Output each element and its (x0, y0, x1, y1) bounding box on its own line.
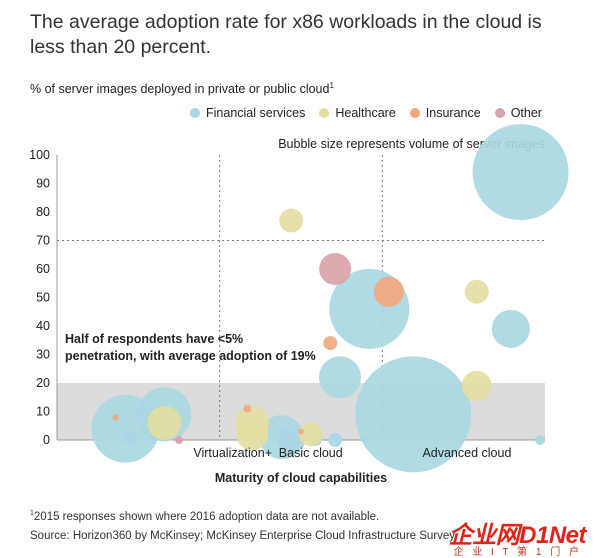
x-category-label: Basic cloud (279, 446, 343, 460)
bubble-financial-services (472, 124, 569, 221)
watermark-sub: 企 业 I T 第 1 门 户 (453, 547, 582, 558)
y-tick-label: 60 (36, 262, 50, 276)
y-tick-label: 80 (36, 205, 50, 219)
y-tick-label: 40 (36, 319, 50, 333)
legend-label: Financial services (206, 106, 306, 120)
bubble-healthcare (464, 279, 489, 304)
subtitle-text: % of server images deployed in private o… (30, 82, 330, 97)
legend-label: Other (510, 106, 542, 120)
bubble-insurance (323, 336, 338, 351)
bubble-healthcare (279, 208, 304, 233)
legend-item: Financial services (190, 106, 305, 120)
footnote-text: 2015 responses shown where 2016 adoption… (33, 510, 380, 523)
y-tick-label: 30 (36, 348, 50, 362)
legend-swatch (494, 108, 505, 118)
footnote-mark: 1 (30, 510, 34, 517)
bubble-insurance (112, 414, 119, 421)
legend-item: Other (494, 106, 542, 120)
y-tick-label: 90 (36, 177, 50, 191)
bubble-other (319, 253, 352, 285)
bubble-size-note: Bubble size represents volume of server … (278, 137, 545, 151)
legend-label: Healthcare (335, 106, 396, 120)
chart-subtitle: % of server images deployed in private o… (30, 81, 334, 96)
x-category-label: Virtualization+ (193, 446, 272, 460)
x-axis-title: Maturity of cloud capabilities (215, 471, 387, 485)
bubble-healthcare (147, 405, 182, 440)
legend-swatch (319, 108, 330, 118)
annotation-line-2: penetration, with average adoption of 19… (65, 349, 316, 363)
annotation-line-1: Half of respondents have <5% (65, 332, 243, 346)
bubble-financial-services (355, 356, 472, 473)
chart-title: The average adoption rate for x86 worklo… (30, 11, 542, 58)
bubble-insurance (298, 428, 304, 435)
bubble-healthcare (298, 422, 323, 447)
y-tick-label: 100 (29, 148, 50, 162)
bubble-financial-services (277, 426, 306, 454)
legend-item: Healthcare (319, 106, 396, 120)
bubble-financial-services (491, 309, 530, 348)
bubble-chart: 0 10 20 30 40 50 60 70 80 90 100 Half of respondent… (29, 124, 569, 485)
y-tick-label: 50 (36, 291, 50, 305)
watermark-logo: 企业网D1Net 企 业 I T 第 1 门 户 (420, 515, 590, 558)
legend: Financial services Healthcare Insurance Oth… (190, 106, 556, 120)
watermark-main: 企业网D1Net (448, 522, 587, 549)
legend-label: Insurance (425, 106, 481, 120)
bubble-insurance (373, 276, 404, 307)
y-tick-label: 10 (36, 405, 50, 419)
legend-swatch (190, 108, 200, 118)
source-note: Source: Horizon360 by McKinsey; McKinsey… (30, 530, 456, 542)
bubble-insurance (243, 404, 252, 413)
bubble-other (175, 436, 183, 444)
x-category-label: Advanced cloud (422, 446, 511, 460)
footnote: 12015 responses shown where 2016 adoptio… (30, 510, 379, 523)
y-tick-label: 20 (36, 376, 50, 390)
y-tick-label: 70 (36, 234, 50, 248)
bubble-financial-services (319, 356, 362, 399)
bubble-healthcare (461, 370, 492, 401)
subtitle-footnote-mark: 1 (329, 81, 334, 90)
bubble-healthcare (236, 418, 269, 451)
bubble-financial-services (123, 430, 138, 445)
y-tick-label: 0 (43, 433, 50, 447)
legend-swatch (409, 108, 420, 118)
legend-item: Insurance (409, 106, 481, 120)
bubble-financial-services (535, 435, 546, 445)
bubble-financial-services (328, 433, 343, 447)
